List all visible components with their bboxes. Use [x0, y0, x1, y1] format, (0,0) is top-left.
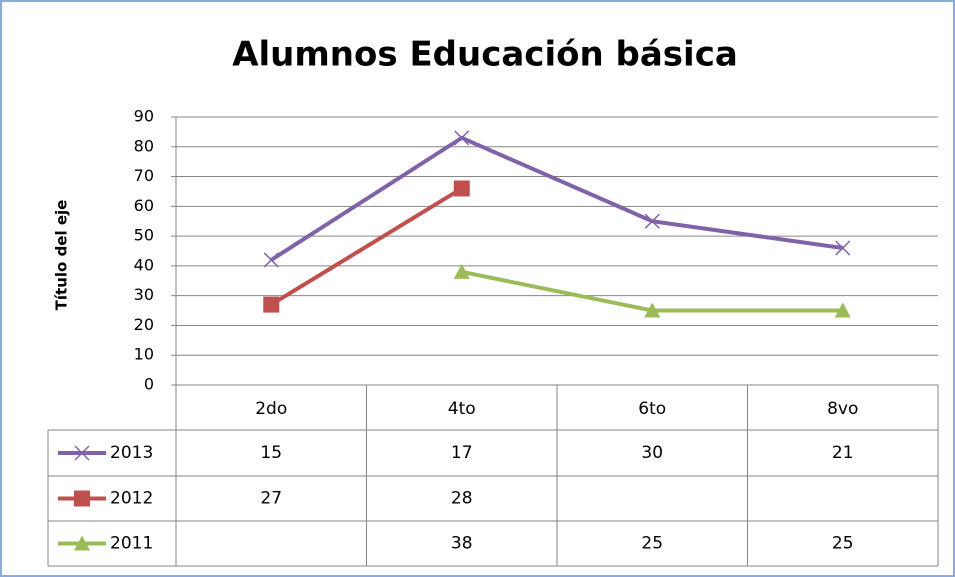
table-value: 38	[451, 534, 473, 554]
y-tick-label: 90	[134, 107, 154, 126]
marker	[834, 302, 851, 318]
y-tick-label: 70	[134, 166, 154, 185]
legend-marker	[74, 535, 90, 551]
y-tick-label: 10	[134, 345, 154, 364]
table-value: 28	[451, 489, 473, 509]
legend-marker	[74, 445, 90, 461]
y-tick-label: 20	[134, 315, 154, 334]
marker	[453, 263, 470, 279]
marker	[644, 302, 661, 318]
legend-label: 2012	[110, 489, 153, 509]
table-value: 21	[832, 443, 854, 463]
table-value: 15	[260, 443, 282, 463]
marker	[454, 130, 470, 146]
y-tick-label: 80	[134, 136, 154, 155]
y-tick-label: 0	[144, 375, 154, 394]
table-value: 30	[641, 443, 663, 463]
table-value: 25	[641, 534, 663, 554]
marker	[263, 252, 279, 268]
table-value: 25	[832, 534, 854, 554]
legend-label: 2013	[110, 443, 153, 463]
x-tick-label: 6to	[638, 399, 666, 419]
y-tick-label: 50	[134, 226, 154, 245]
y-tick-label: 30	[134, 285, 154, 304]
series-line	[270, 186, 463, 307]
x-tick-label: 4to	[448, 399, 476, 419]
table-value: 17	[451, 443, 473, 463]
marker	[644, 213, 660, 229]
x-tick-label: 8vo	[827, 399, 858, 419]
marker	[263, 296, 280, 313]
y-tick-label: 40	[134, 255, 154, 274]
y-axis-title: Título del eje	[53, 200, 71, 311]
y-tick-label: 60	[134, 196, 154, 215]
chart-title: Alumnos Educación básica	[232, 35, 738, 75]
legend-marker	[74, 490, 90, 507]
marker	[835, 240, 851, 256]
marker	[453, 180, 470, 197]
x-tick-label: 2do	[255, 399, 287, 419]
series-line	[270, 135, 844, 262]
table-value: 27	[260, 489, 282, 509]
legend-label: 2011	[110, 534, 153, 554]
